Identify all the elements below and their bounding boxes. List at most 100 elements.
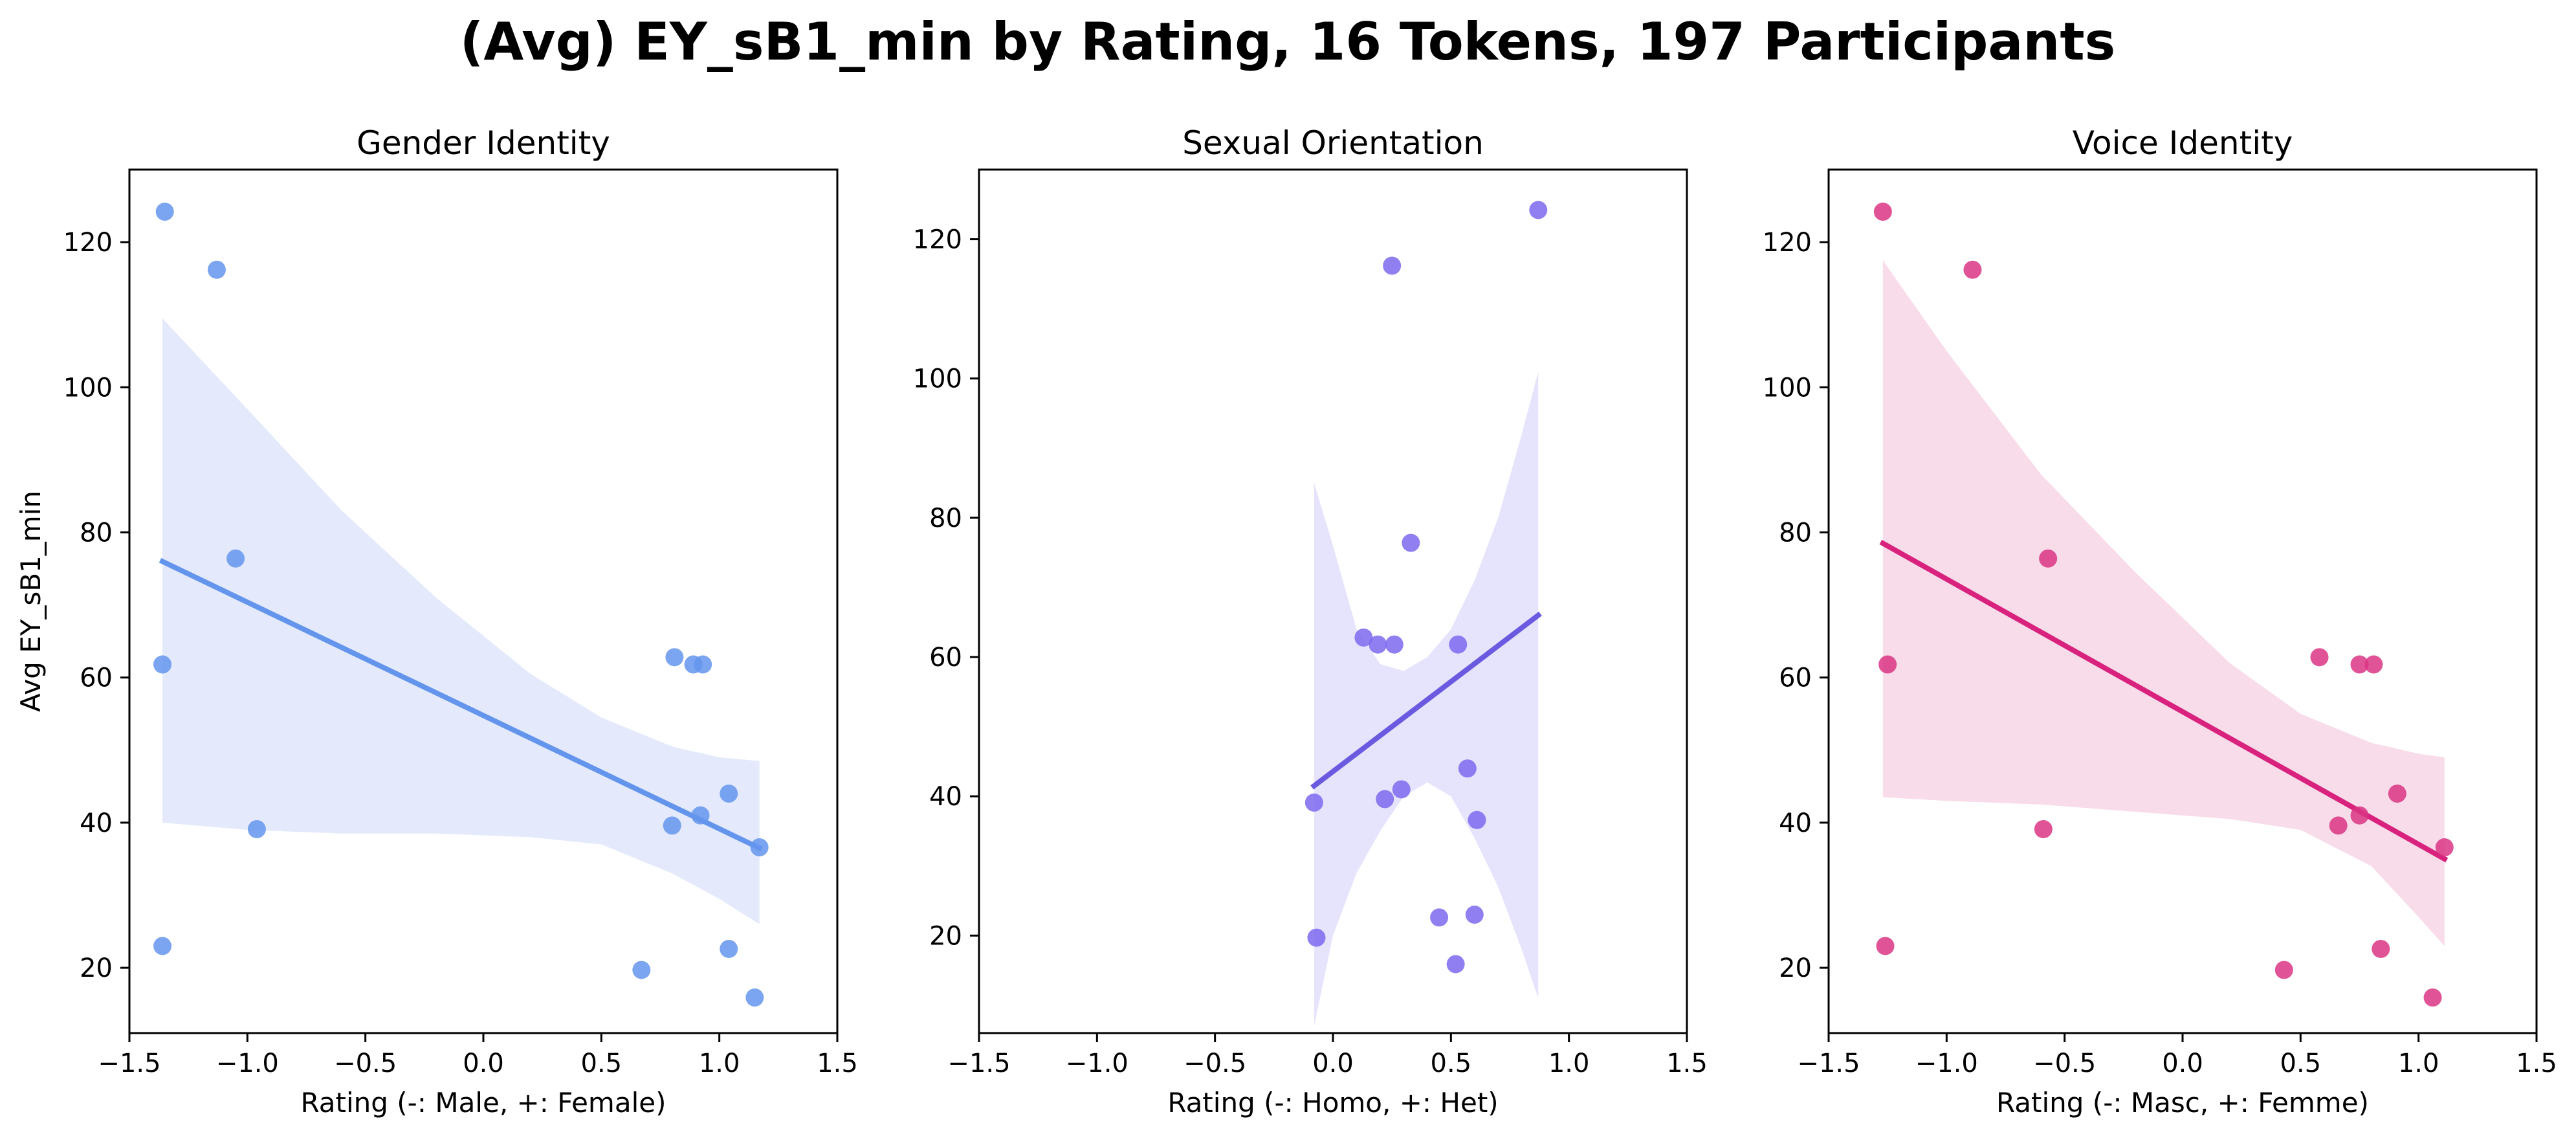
- panel-2: −1.5 −1.0 −0.5 0.0 0.5 1.0 1.5 20 40 60 80 100 120 Se…: [913, 124, 1708, 1119]
- y-tick-label: 120: [913, 225, 962, 255]
- x-tick-label: 0.5: [581, 1049, 622, 1078]
- y-tick-label: 20: [80, 953, 113, 983]
- data-point: [1446, 955, 1465, 974]
- data-point: [1376, 790, 1394, 808]
- x-tick-label: 1.0: [1548, 1049, 1590, 1078]
- x-tick-label: −1.0: [1066, 1049, 1128, 1078]
- x-tick-label: −1.0: [216, 1049, 279, 1078]
- x-axis-label: Rating (-: Male, +: Female): [301, 1087, 666, 1119]
- data-point: [155, 203, 174, 221]
- x-tick-label: 1.0: [2398, 1049, 2439, 1078]
- y-tick-label: 120: [1763, 228, 1812, 258]
- data-point: [1458, 759, 1477, 778]
- data-point: [1449, 635, 1468, 654]
- y-tick-label: 100: [63, 373, 113, 403]
- regression-line: [159, 558, 763, 852]
- y-tick-label: 60: [929, 643, 962, 673]
- x-tick-label: −0.5: [1183, 1049, 1246, 1078]
- x-tick-label: −1.5: [98, 1049, 160, 1078]
- y-tick-label: 80: [80, 518, 113, 548]
- data-point: [720, 785, 738, 803]
- data-point: [1529, 201, 1548, 219]
- panel-title: Voice Identity: [2073, 124, 2293, 162]
- data-point: [207, 260, 226, 279]
- y-tick-label: 60: [80, 663, 113, 693]
- data-point: [745, 988, 764, 1007]
- x-axis-label: Rating (-: Homo, +: Het): [1167, 1087, 1498, 1119]
- data-point: [2034, 819, 2053, 838]
- data-point: [2372, 939, 2390, 958]
- y-tick-label: 20: [1779, 953, 1812, 983]
- x-tick-label: −1.0: [1915, 1049, 1978, 1078]
- data-point: [247, 819, 266, 838]
- y-tick-label: 40: [929, 782, 962, 812]
- x-tick-label: −1.5: [1797, 1049, 1860, 1078]
- y-tick-label: 40: [1779, 808, 1812, 838]
- data-point: [1430, 908, 1449, 927]
- data-point: [1383, 256, 1402, 275]
- y-tick-label: 80: [929, 504, 962, 533]
- panel-title: Sexual Orientation: [1182, 124, 1484, 162]
- chart-panels: −1.5 −1.0 −0.5 0.0 0.5 1.0 1.5 20 40 60 80 100 120 Ge…: [15, 124, 2557, 1119]
- x-tick-label: −0.5: [2033, 1049, 2096, 1078]
- x-tick-label: 0.5: [2280, 1049, 2322, 1078]
- panel-1: −1.5 −1.0 −0.5 0.0 0.5 1.0 1.5 20 40 60 80 100 120 Ge…: [15, 124, 858, 1119]
- data-point: [2274, 961, 2293, 979]
- confidence-band: [162, 318, 760, 924]
- data-point: [1873, 203, 1892, 221]
- data-point: [2423, 988, 2442, 1007]
- panel-title: Gender Identity: [357, 124, 610, 162]
- regression-line: [1879, 539, 2449, 863]
- data-point: [2329, 816, 2348, 835]
- x-tick-label: 0.0: [1312, 1049, 1354, 1078]
- data-point: [1305, 793, 1323, 812]
- data-point: [153, 655, 172, 674]
- data-point: [1963, 260, 1982, 279]
- data-point: [2039, 549, 2058, 568]
- data-point: [1385, 635, 1404, 654]
- data-point: [694, 655, 712, 674]
- y-tick-label: 60: [1779, 663, 1812, 693]
- x-tick-label: 0.0: [463, 1049, 504, 1078]
- data-point: [1307, 928, 1326, 947]
- data-point: [632, 961, 651, 979]
- data-point: [665, 648, 684, 667]
- y-tick-label: 100: [913, 364, 962, 394]
- data-point: [1369, 635, 1387, 654]
- data-point: [1354, 628, 1373, 647]
- x-tick-label: 1.0: [699, 1049, 740, 1078]
- x-tick-label: −1.5: [947, 1049, 1010, 1078]
- x-axis-label: Rating (-: Masc, +: Femme): [1996, 1087, 2369, 1119]
- data-point: [1392, 780, 1411, 799]
- data-point: [663, 816, 681, 835]
- y-tick-label: 100: [1763, 373, 1812, 403]
- y-tick-label: 40: [80, 808, 113, 838]
- x-tick-label: 1.5: [2516, 1049, 2557, 1078]
- data-point: [1468, 810, 1486, 829]
- data-point: [2310, 648, 2329, 667]
- data-point: [2350, 655, 2369, 674]
- data-point: [1402, 533, 1420, 552]
- y-tick-label: 80: [1779, 518, 1812, 548]
- data-point: [1876, 937, 1895, 955]
- data-point: [153, 937, 172, 955]
- data-point: [1878, 655, 1897, 674]
- data-point: [2435, 838, 2454, 857]
- y-tick-label: 20: [929, 921, 962, 951]
- x-tick-label: 0.0: [2162, 1049, 2203, 1078]
- data-point: [691, 806, 710, 825]
- x-tick-label: −0.5: [334, 1049, 397, 1078]
- x-tick-label: 0.5: [1431, 1049, 1472, 1078]
- y-tick-label: 120: [63, 228, 113, 258]
- confidence-band: [1882, 260, 2445, 946]
- panel-3: −1.5 −1.0 −0.5 0.0 0.5 1.0 1.5 20 40 60 80 100 120 Vo…: [1763, 124, 2557, 1119]
- x-tick-label: 1.5: [817, 1049, 858, 1078]
- data-point: [2364, 655, 2383, 674]
- data-point: [1465, 906, 1484, 924]
- data-point: [2388, 785, 2406, 803]
- x-tick-label: 1.5: [1666, 1049, 1708, 1078]
- y-axis-label: Avg EY_sB1_min: [15, 491, 47, 712]
- data-point: [720, 939, 738, 958]
- regression-line: [1310, 611, 1542, 790]
